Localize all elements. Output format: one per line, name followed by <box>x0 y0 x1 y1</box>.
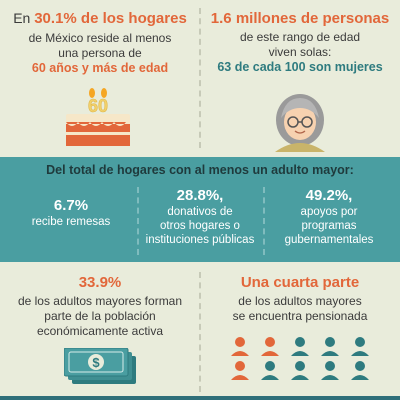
living-alone-line4: 63 de cada 100 son mujeres <box>217 60 383 74</box>
person-teal-1-icon <box>291 337 309 356</box>
households-line4: 60 años y más de edad <box>31 61 169 75</box>
divider-bottom <box>199 272 201 392</box>
person-teal-7-icon <box>351 361 369 380</box>
band-title: Del total de hogares con al menos un adu… <box>46 163 354 177</box>
band-divider-2 <box>263 187 265 255</box>
pensioned-line2: se encuentra pensionada <box>232 309 368 323</box>
band-col1-text: recibe remesas <box>31 216 111 228</box>
band-col1-pct: 6.7% <box>53 197 89 214</box>
active-line3: económicamente activa <box>36 324 164 338</box>
band-col3-text2: programas <box>301 220 357 232</box>
elderly-woman-icon <box>275 94 325 152</box>
person-teal-2-icon <box>321 337 339 356</box>
birthday-cake-icon: 60 <box>66 88 130 146</box>
pensioned-headline: Una cuarta parte <box>240 274 360 291</box>
households-line3: una persona de <box>58 46 142 60</box>
people-grid-icon <box>231 337 369 380</box>
households-line2: de México reside al menos <box>28 31 172 45</box>
households-highlight: 30.1% de los hogares <box>34 10 187 27</box>
cake-number: 60 <box>88 96 108 116</box>
divider-top <box>199 8 201 148</box>
households-prefix: En <box>13 10 35 26</box>
person-orange-3-icon <box>231 361 249 380</box>
band-col2-pct: 28.8%, <box>176 187 224 204</box>
person-teal-6-icon <box>321 361 339 380</box>
pensioned-line1: de los adultos mayores <box>238 294 362 308</box>
living-alone-line2: de este rango de edad <box>239 30 361 44</box>
stat-living-alone-panel: 1.6 millones de personas de este rango d… <box>200 0 400 155</box>
active-pct: 33.9% <box>78 274 122 291</box>
band-col3-text1: apoyos por <box>300 206 358 218</box>
support-band: Del total de hogares con al menos un adu… <box>0 157 400 262</box>
band-col-remesas: 6.7% recibe remesas <box>12 187 130 257</box>
band-col3-text3: gubernamentales <box>284 234 374 246</box>
band-col2-text2: otros hogares o <box>160 220 240 232</box>
band-col3-pct: 49.2%, <box>305 187 353 204</box>
bottom-bar <box>0 396 400 400</box>
living-alone-line3: viven solas: <box>268 45 332 59</box>
person-teal-4-icon <box>261 361 279 380</box>
person-orange-2-icon <box>261 337 279 356</box>
active-line2: parte de la población <box>44 309 156 323</box>
band-col-donativos: 28.8%, donativos de otros hogares o inst… <box>141 187 259 257</box>
band-col2-text3: instituciones públicas <box>145 234 255 246</box>
money-symbol: $ <box>92 355 100 370</box>
person-teal-5-icon <box>291 361 309 380</box>
households-line1: En 30.1% de los hogares <box>0 10 200 28</box>
band-col-apoyos: 49.2%, apoyos por programas gubernamenta… <box>270 187 388 257</box>
band-divider-1 <box>137 187 139 255</box>
active-line1: de los adultos mayores forman <box>17 294 183 308</box>
living-alone-headline: 1.6 millones de personas <box>210 10 390 27</box>
stat-pensioned-panel: Una cuarta parte de los adultos mayores … <box>200 268 400 400</box>
person-teal-3-icon <box>351 337 369 356</box>
band-col2-text1: donativos de <box>167 206 233 218</box>
stat-households-panel: En 30.1% de los hogares de México reside… <box>0 0 200 155</box>
stat-economically-active-panel: 33.9% de los adultos mayores forman part… <box>0 268 200 400</box>
person-orange-1-icon <box>231 337 249 356</box>
money-bills-icon: $ <box>64 348 136 384</box>
